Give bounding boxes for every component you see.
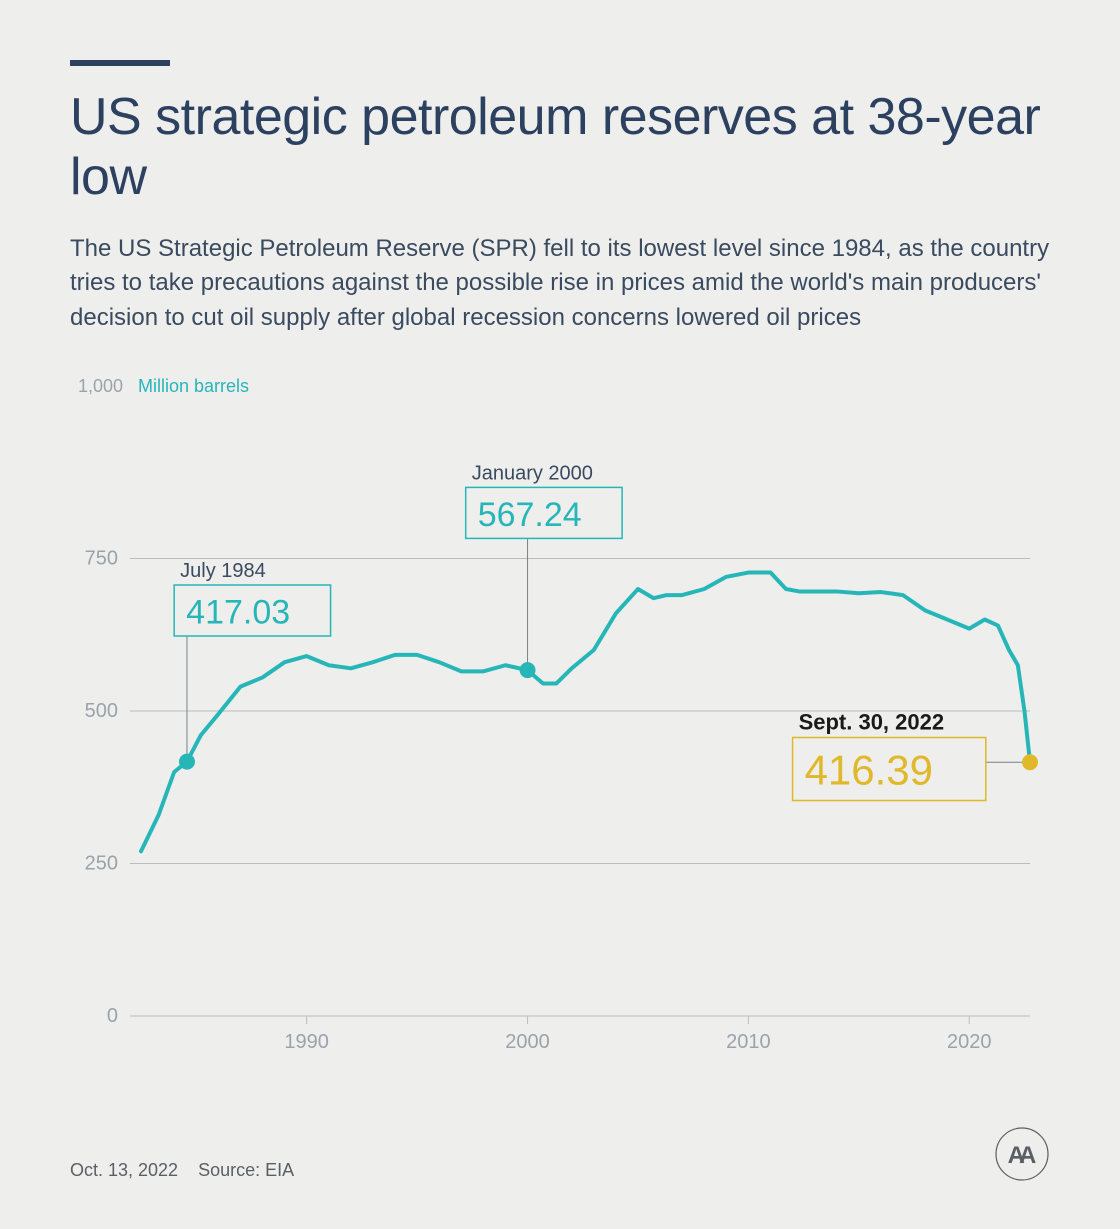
svg-text:2010: 2010 [726, 1031, 771, 1053]
svg-text:417.03: 417.03 [186, 594, 290, 632]
svg-text:1990: 1990 [284, 1031, 329, 1053]
line-chart: 0 250 500 750 1990 2000 2010 2020 July 1984 417.0… [70, 376, 1050, 1076]
publisher-logo: AA [994, 1126, 1050, 1187]
chart-container: 1,000 Million barrels 025050075019902000… [70, 376, 1050, 1076]
svg-text:2020: 2020 [947, 1031, 992, 1053]
headline: US strategic petroleum reserves at 38-ye… [70, 88, 1050, 208]
svg-text:Sept. 30, 2022: Sept. 30, 2022 [799, 709, 945, 734]
svg-text:567.24: 567.24 [478, 496, 582, 534]
svg-text:500: 500 [85, 700, 118, 722]
svg-text:July 1984: July 1984 [180, 560, 266, 582]
footer: Oct. 13, 2022 Source: EIA [70, 1160, 294, 1181]
svg-text:250: 250 [85, 852, 118, 874]
svg-text:416.39: 416.39 [805, 746, 933, 793]
svg-text:January 2000: January 2000 [472, 462, 593, 484]
subhead: The US Strategic Petroleum Reserve (SPR)… [70, 232, 1050, 336]
svg-text:2000: 2000 [505, 1031, 550, 1053]
svg-text:750: 750 [85, 547, 118, 569]
footer-source: Source: EIA [198, 1160, 294, 1180]
accent-bar [70, 60, 170, 66]
footer-date: Oct. 13, 2022 [70, 1160, 178, 1180]
svg-text:AA: AA [1008, 1142, 1037, 1169]
svg-text:0: 0 [107, 1005, 118, 1027]
